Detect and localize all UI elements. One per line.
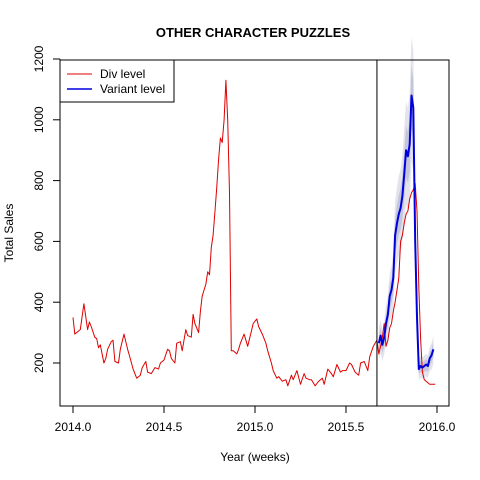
legend-label-div: Div level <box>100 67 145 81</box>
x-tick-label: 2014.0 <box>55 420 92 434</box>
y-axis-label: Total Sales <box>2 204 16 263</box>
x-tick-label: 2015.5 <box>328 420 365 434</box>
y-tick-label: 200 <box>32 353 46 373</box>
y-tick-label: 800 <box>32 170 46 190</box>
legend: Div level Variant level <box>59 59 175 103</box>
legend-label-variant: Variant level <box>100 82 165 96</box>
x-axis-label: Year (weeks) <box>220 450 290 464</box>
x-tick-label: 2014.5 <box>146 420 183 434</box>
y-tick-label: 1000 <box>32 106 46 133</box>
chart-title: OTHER CHARACTER PUZZLES <box>156 25 351 40</box>
y-tick-label: 1200 <box>32 45 46 72</box>
x-axis: 2014.0 2014.5 2015.0 2015.5 2016.0 <box>55 405 456 434</box>
x-tick-label: 2016.0 <box>419 420 456 434</box>
y-tick-label: 600 <box>32 231 46 251</box>
series-line-variant-level <box>377 94 435 371</box>
legend-box <box>59 59 175 103</box>
series-line-div-level <box>72 79 436 387</box>
forecast-bands <box>378 36 434 381</box>
band-inner <box>378 65 434 375</box>
series-group <box>72 79 436 387</box>
x-tick-label: 2015.0 <box>237 420 274 434</box>
y-axis: 200 400 600 800 1000 1200 <box>32 45 61 373</box>
y-tick-label: 400 <box>32 292 46 312</box>
